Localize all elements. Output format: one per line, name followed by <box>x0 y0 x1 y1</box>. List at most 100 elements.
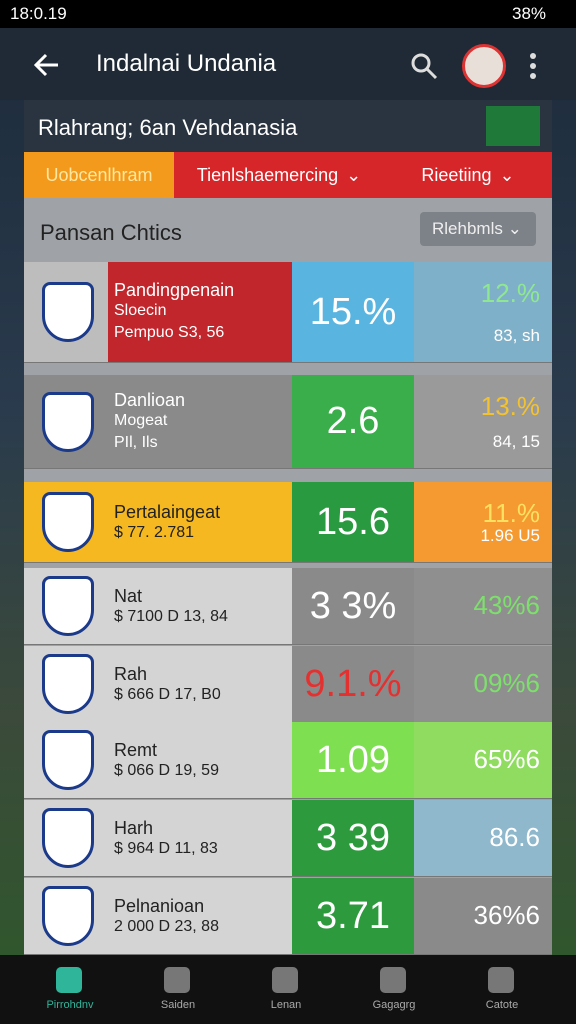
tab-bar: Uobcenlhram Tienlshaemercing ⌄ Rieetiing ⌄ <box>24 152 552 198</box>
secondary-stat: 11.% 1.96 U5 <box>414 482 552 562</box>
team-name: Pertalaingeat <box>114 502 221 522</box>
team-name: Pelnanioan <box>114 896 205 916</box>
team-badge <box>42 808 94 868</box>
search-button[interactable] <box>410 52 438 80</box>
team-name: Pandingpenain <box>114 280 235 300</box>
stat-value: 3 3% <box>292 568 414 644</box>
team-detail: $ 666 D 17, B0 <box>114 686 221 703</box>
stat-value: 3.71 <box>292 878 414 954</box>
team-detail: $ 7100 D 13, 84 <box>114 608 228 625</box>
team-detail: Pempuo S3, 56 <box>114 324 225 341</box>
tab[interactable]: Tienlshaemercing ⌄ <box>174 152 384 198</box>
nav-icon <box>272 967 298 993</box>
dropdown-label: Rlehbmls <box>432 219 503 238</box>
panel-title: Pansan Chtics <box>40 220 182 245</box>
stat-row[interactable]: Danlioan Mogeat PIl, Ils 2.6 13.% 84, 15 <box>24 375 552 469</box>
nav-icon <box>380 967 406 993</box>
team-detail: Mogeat <box>114 411 168 429</box>
stat-row[interactable]: Pelnanioan 2 000 D 23, 88 3.71 36%6 <box>24 878 552 955</box>
bottom-nav: Pirrohdnv Saiden Lenan Gagagrg Catote <box>0 955 576 1024</box>
stat-value: 15.% <box>292 262 414 362</box>
status-bar: 18:0.19 38% <box>0 0 576 28</box>
nav-label: Lenan <box>270 999 302 1011</box>
avatar[interactable] <box>462 44 506 88</box>
secondary-stat: 13.% 84, 15 <box>414 375 552 468</box>
stat-row[interactable]: Pertalaingeat $ 77. 2.781 15.6 11.% 1.96 U5 <box>24 482 552 563</box>
team-name: Remt <box>114 740 158 760</box>
nav-label: Catote <box>485 999 519 1011</box>
stats-panel: Pansan Chtics Rlehbmls ⌄ Pandingpenain Sl… <box>24 198 552 955</box>
team-name: Harh <box>114 818 154 838</box>
team-badge <box>42 886 94 946</box>
secondary-stat: 12.% 83, sh <box>414 262 552 362</box>
nav-icon <box>488 967 514 993</box>
nav-item[interactable]: Lenan <box>232 963 340 1019</box>
tab-label: Tienlshaemercing <box>196 164 339 185</box>
filter-dropdown[interactable]: Rlehbmls ⌄ <box>420 212 536 246</box>
battery: 38% <box>512 4 547 23</box>
stat-value: 2.6 <box>292 375 414 468</box>
tab[interactable]: Rieetiing ⌄ <box>384 152 552 198</box>
stat-row[interactable]: Nat $ 7100 D 13, 84 3 3% 43%6 <box>24 568 552 645</box>
nav-icon <box>164 967 190 993</box>
stat-value: 1.09 <box>292 722 414 798</box>
tab[interactable]: Uobcenlhram <box>24 152 174 198</box>
secondary-sub: 84, 15 <box>492 432 540 451</box>
secondary-stat: 86.6 <box>414 800 552 876</box>
tab-chevron: ⌄ <box>346 164 362 185</box>
nav-item[interactable]: Saiden <box>124 963 232 1019</box>
secondary-value: 11.% <box>482 498 540 528</box>
team-detail: PIl, Ils <box>114 433 158 451</box>
nav-item[interactable]: Pirrohdnv <box>16 963 124 1019</box>
secondary-stat: 09%6 <box>414 646 552 722</box>
stat-row[interactable]: Pandingpenain Sloecin Pempuo S3, 56 15.% 12.… <box>24 262 552 363</box>
nav-icon <box>56 967 82 993</box>
team-detail: 2 000 D 23, 88 <box>114 918 219 935</box>
team-detail: $ 77. 2.781 <box>114 524 195 541</box>
nav-label: Saiden <box>160 999 196 1011</box>
secondary-value: 12.% <box>480 278 540 308</box>
stat-row[interactable]: Remt $ 066 D 19, 59 1.09 65%6 <box>24 722 552 799</box>
menu-button[interactable] <box>528 52 538 80</box>
secondary-value: 43%6 <box>473 590 541 620</box>
team-badge <box>42 654 94 714</box>
clock: 18:0.19 <box>10 4 67 23</box>
tab-label: Uobcenlhram <box>45 164 153 185</box>
secondary-sub: 1.96 U5 <box>480 526 540 545</box>
header-icon[interactable] <box>486 106 540 146</box>
team-badge <box>42 391 94 452</box>
stat-value: 9.1.% <box>292 646 414 722</box>
stat-row[interactable]: Harh $ 964 D 11, 83 3 39 86.6 <box>24 800 552 877</box>
secondary-stat: 65%6 <box>414 722 552 798</box>
nav-label: Pirrohdnv <box>46 999 94 1011</box>
team-detail: $ 066 D 19, 59 <box>114 762 219 779</box>
secondary-value: 36%6 <box>473 900 541 930</box>
secondary-sub: 83, sh <box>493 326 540 345</box>
team-name: Rah <box>114 664 148 684</box>
team-name: Danlioan <box>114 389 186 410</box>
team-detail: Sloecin <box>114 302 167 319</box>
stat-row[interactable]: Rah $ 666 D 17, B0 9.1.% 09%6 <box>24 646 552 723</box>
secondary-value: 65%6 <box>473 744 541 774</box>
back-button[interactable] <box>34 52 60 78</box>
nav-item[interactable]: Gagagrg <box>340 963 448 1019</box>
section-header: Rlahrang; 6an Vehdanasia <box>24 100 552 152</box>
secondary-value: 13.% <box>480 391 540 421</box>
nav-item[interactable]: Catote <box>448 963 556 1019</box>
secondary-stat: 43%6 <box>414 568 552 644</box>
secondary-value: 86.6 <box>489 822 540 852</box>
team-name: Nat <box>114 586 143 606</box>
app-bar: Indalnai Undania <box>0 28 576 100</box>
team-badge <box>42 730 94 790</box>
team-badge <box>42 492 94 552</box>
team-detail: $ 964 D 11, 83 <box>114 840 218 857</box>
tab-chevron: ⌄ <box>499 164 515 185</box>
team-badge <box>42 576 94 636</box>
nav-label: Gagagrg <box>372 999 416 1011</box>
name-highlight <box>108 262 292 362</box>
stat-value: 15.6 <box>292 482 414 562</box>
team-badge <box>42 282 94 342</box>
secondary-value: 09%6 <box>473 668 541 698</box>
secondary-stat: 36%6 <box>414 878 552 954</box>
